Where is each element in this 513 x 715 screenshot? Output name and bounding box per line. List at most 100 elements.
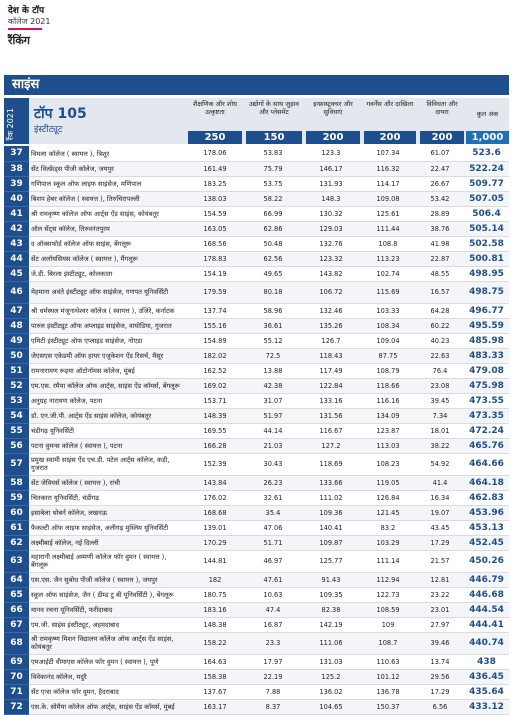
score-academic: 182.02 bbox=[186, 348, 244, 364]
rank-cell: 42 bbox=[4, 221, 29, 237]
institute-name: एमआईटी वीमाएस कॉलेज फॉर वुमन ( स्वायत्त … bbox=[29, 654, 186, 670]
score-academic: 183.25 bbox=[186, 176, 244, 192]
score-diversity: 40.23 bbox=[416, 333, 464, 349]
score-industry: 62.56 bbox=[244, 251, 302, 267]
score-industry: 46.97 bbox=[244, 550, 302, 573]
score-academic: 169.02 bbox=[186, 378, 244, 394]
score-industry: 51.97 bbox=[244, 408, 302, 424]
score-infrastructure: 104.65 bbox=[302, 699, 360, 715]
score-academic: 180.75 bbox=[186, 587, 244, 603]
table-row: 62 लक्ष्मीबाई कॉलेज, नई दिल्ली 170.29 51.71… bbox=[4, 535, 509, 551]
table-row: 65 स्कूल ऑफ साइंसेज, जैन ( डीम्ड टु बी यू… bbox=[4, 587, 509, 603]
institute-name: सेंट एन्स कॉलेज फॉर वुमन, हैदराबाद bbox=[29, 684, 186, 700]
score-infrastructure: 123.3 bbox=[302, 146, 360, 162]
rank-cell: 41 bbox=[4, 206, 29, 222]
institute-name: एस.के. सोमैया कॉलेज ऑफ आर्ट्स, साइंस ऐंड… bbox=[29, 699, 186, 715]
score-total: 483.33 bbox=[464, 348, 509, 364]
score-governance: 113.23 bbox=[360, 251, 416, 267]
score-industry: 32.61 bbox=[244, 490, 302, 506]
score-infrastructure: 123.32 bbox=[302, 251, 360, 267]
column-weight-infrastructure: 200 bbox=[306, 131, 360, 144]
score-total: 446.79 bbox=[464, 572, 509, 588]
score-infrastructure: 142.19 bbox=[302, 617, 360, 633]
score-diversity: 38.76 bbox=[416, 221, 464, 237]
score-diversity: 28.89 bbox=[416, 206, 464, 222]
score-industry: 47.06 bbox=[244, 520, 302, 536]
score-industry: 16.87 bbox=[244, 617, 302, 633]
score-industry: 21.03 bbox=[244, 438, 302, 454]
score-governance: 83.2 bbox=[360, 520, 416, 536]
rank-cell: 61 bbox=[4, 520, 29, 536]
score-total: 473.35 bbox=[464, 408, 509, 424]
rank-cell: 37 bbox=[4, 146, 29, 162]
score-infrastructure: 131.03 bbox=[302, 654, 360, 670]
rank-cell: 66 bbox=[4, 602, 29, 618]
table-row: 49 एमिटी इंस्टीट्यूट ऑफ एप्लाइड साइंसेज, … bbox=[4, 333, 509, 349]
score-academic: 168.56 bbox=[186, 236, 244, 252]
table-row: 38 सेंट विल्फ्रेड्स पीजी कॉलेज, जयपुर 161.… bbox=[4, 161, 509, 177]
score-governance: 136.78 bbox=[360, 684, 416, 700]
score-governance: 116.16 bbox=[360, 393, 416, 409]
score-governance: 103.33 bbox=[360, 303, 416, 319]
score-governance: 125.61 bbox=[360, 206, 416, 222]
score-total: 475.98 bbox=[464, 378, 509, 394]
score-academic: 161.49 bbox=[186, 161, 244, 177]
score-infrastructure: 143.82 bbox=[302, 266, 360, 282]
score-academic: 182 bbox=[186, 572, 244, 588]
institute-name: श्री धर्मस्थल मंजूनाथेश्वर कॉलेज ( स्वाय… bbox=[29, 303, 186, 319]
rank-cell: 60 bbox=[4, 505, 29, 521]
institute-name: जेएसएस एकेडमी ऑफ हायर एजुकेशन ऐंड रिसर्च… bbox=[29, 348, 186, 364]
score-total: 506.4 bbox=[464, 206, 509, 222]
table-row: 39 गणिपाल स्कूल ऑफ लाइफ साइंसेज, मणिपाल 18… bbox=[4, 176, 509, 192]
score-infrastructure: 148.3 bbox=[302, 191, 360, 207]
institute-name: सेंट जेवियर्स कॉलेज ( स्वायत्त ), रांची bbox=[29, 475, 186, 491]
table-row: 63 महारानी लक्ष्मीबाई अम्मणी कॉलेज फॉर वु… bbox=[4, 550, 509, 573]
institute-name: एम.जी. साइंस इंस्टीट्यूट, अहमदाबाद bbox=[29, 617, 186, 633]
score-industry: 53.83 bbox=[244, 146, 302, 162]
score-industry: 17.97 bbox=[244, 654, 302, 670]
score-diversity: 27.97 bbox=[416, 617, 464, 633]
table-row: 54 डॉ. एन.जी.पी. आर्ट्स ऐंड साइंस कॉलेज, … bbox=[4, 408, 509, 424]
rank-cell: 51 bbox=[4, 363, 29, 379]
score-industry: 50.48 bbox=[244, 236, 302, 252]
score-governance: 109 bbox=[360, 617, 416, 633]
score-diversity: 48.55 bbox=[416, 266, 464, 282]
score-academic: 137.74 bbox=[186, 303, 244, 319]
rank-cell: 64 bbox=[4, 572, 29, 588]
rank-cell: 72 bbox=[4, 699, 29, 715]
score-diversity: 41.4 bbox=[416, 475, 464, 491]
score-industry: 51.71 bbox=[244, 535, 302, 551]
table-row: 68 श्री रामकृष्ण मिशन विद्यालय कॉलेज ऑफ आ… bbox=[4, 632, 509, 655]
table-row: 46 मेहमाना अवंते इंस्टीट्यूट ऑफ साइंसेज, … bbox=[4, 281, 509, 304]
score-infrastructure: 125.2 bbox=[302, 669, 360, 685]
institute-name: गणिपाल स्कूल ऑफ लाइफ साइंसेज, मणिपाल bbox=[29, 176, 186, 192]
table-row: 69 एमआईटी वीमाएस कॉलेज फॉर वुमन ( स्वायत्… bbox=[4, 654, 509, 670]
score-academic: 158.38 bbox=[186, 669, 244, 685]
score-diversity: 6.56 bbox=[416, 699, 464, 715]
score-diversity: 23.08 bbox=[416, 378, 464, 394]
score-industry: 55.12 bbox=[244, 333, 302, 349]
score-total: 472.24 bbox=[464, 423, 509, 439]
institute-name: मेहमाना अवंते इंस्टीट्यूट ऑफ साइंसेज, गण… bbox=[29, 281, 186, 304]
score-diversity: 54.92 bbox=[416, 453, 464, 476]
score-diversity: 16.57 bbox=[416, 281, 464, 304]
score-infrastructure: 111.06 bbox=[302, 632, 360, 655]
score-industry: 26.23 bbox=[244, 475, 302, 491]
institute-name: अनुग्रह नारायण कॉलेज, पटना bbox=[29, 393, 186, 409]
institute-name: पटना वुमन्स कॉलेज ( स्वायत्त ), पटना bbox=[29, 438, 186, 454]
score-total: 462.83 bbox=[464, 490, 509, 506]
score-diversity: 53.42 bbox=[416, 191, 464, 207]
score-infrastructure: 111.02 bbox=[302, 490, 360, 506]
score-diversity: 21.57 bbox=[416, 550, 464, 573]
institute-name: एम.एस. रमैया कॉलेज ऑफ आर्ट्स, साइंस ऐंड … bbox=[29, 378, 186, 394]
score-governance: 116.32 bbox=[360, 161, 416, 177]
rank-cell: 45 bbox=[4, 266, 29, 282]
rank-cell: 56 bbox=[4, 438, 29, 454]
score-total: 473.55 bbox=[464, 393, 509, 409]
rank-cell: 57 bbox=[4, 453, 29, 476]
institute-name: मानव रचना यूनिवर्सिटी, फरीदाबाद bbox=[29, 602, 186, 618]
score-total: 450.26 bbox=[464, 550, 509, 573]
table-row: 57 प्रमुख स्वामी साइंस ऐंड एच.डी. पटेल आर… bbox=[4, 453, 509, 476]
score-academic: 164.63 bbox=[186, 654, 244, 670]
rank-cell: 50 bbox=[4, 348, 29, 364]
